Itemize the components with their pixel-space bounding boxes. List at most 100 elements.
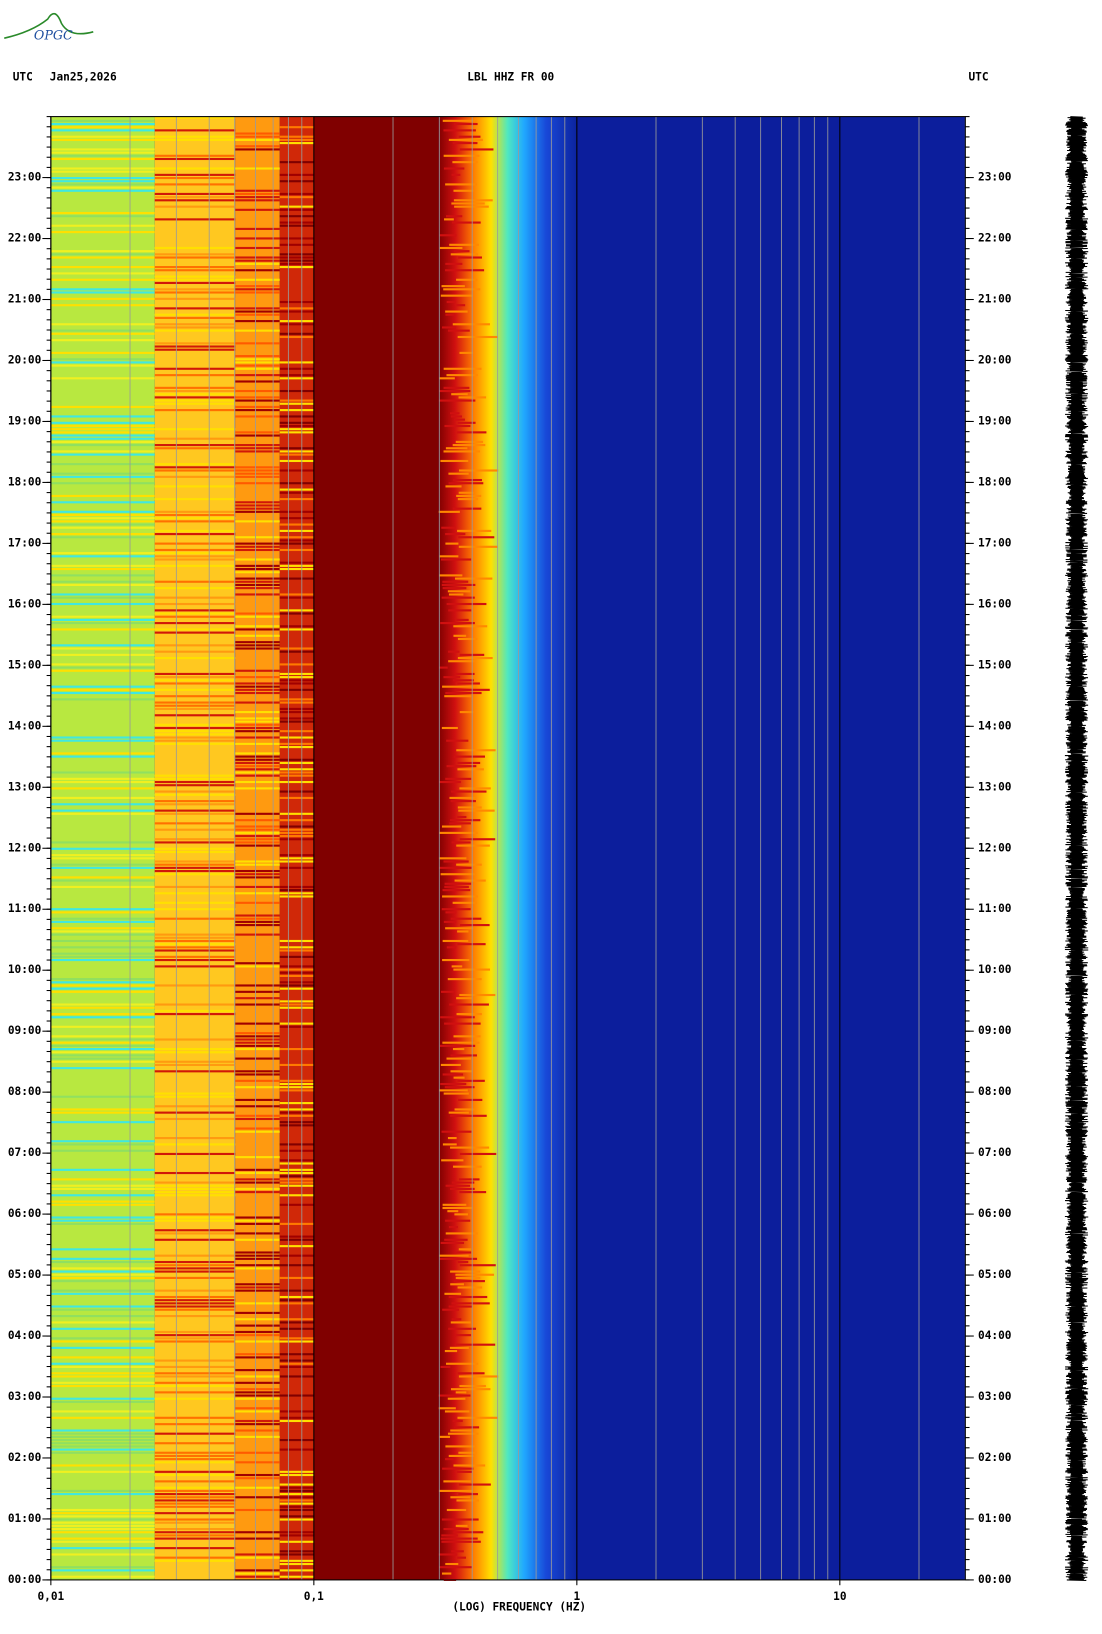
stripe xyxy=(154,704,236,707)
stripe xyxy=(154,291,236,294)
stripe xyxy=(50,520,155,523)
stripe xyxy=(154,936,236,939)
stripe xyxy=(50,278,155,281)
stripe xyxy=(50,126,155,129)
stripe xyxy=(235,1114,280,1117)
stripe xyxy=(154,596,236,599)
stripe xyxy=(154,348,236,351)
stripe xyxy=(154,297,236,300)
stripe xyxy=(154,485,236,488)
stripe xyxy=(50,812,155,815)
y-tick-label: 14:00 xyxy=(978,719,1012,732)
stripe xyxy=(453,1165,482,1168)
stripe xyxy=(235,1035,280,1038)
stripe xyxy=(154,892,236,895)
stripe xyxy=(235,1410,280,1413)
stripe xyxy=(279,1114,314,1117)
stripe xyxy=(457,768,484,771)
stripe xyxy=(279,625,314,628)
stripe xyxy=(154,517,236,520)
stripe xyxy=(154,1013,236,1016)
stripe xyxy=(443,450,481,453)
stripe xyxy=(459,1384,486,1388)
stripe xyxy=(235,329,280,332)
stripe xyxy=(279,628,314,631)
stripe xyxy=(235,262,280,265)
stripe xyxy=(154,1009,236,1012)
stripe xyxy=(50,180,155,183)
stripe xyxy=(445,262,463,265)
stripe xyxy=(459,993,496,997)
stripe xyxy=(154,313,236,316)
stripe xyxy=(279,707,314,710)
stripe xyxy=(445,310,468,313)
stripe xyxy=(441,526,456,529)
stripe xyxy=(50,803,155,806)
chart-title: LBL HHZ FR 00 xyxy=(467,70,554,83)
stripe xyxy=(279,974,314,978)
stripe xyxy=(235,472,280,475)
stripe xyxy=(452,161,478,164)
stripe xyxy=(154,176,236,180)
stripe xyxy=(458,1178,480,1181)
stripe xyxy=(235,138,280,141)
y-tick-label: 08:00 xyxy=(978,1085,1012,1098)
stripe xyxy=(154,676,236,679)
stripe xyxy=(440,1365,451,1368)
stripe xyxy=(235,920,280,923)
stripe xyxy=(50,167,155,170)
stripe xyxy=(50,1445,155,1448)
stripe xyxy=(154,1152,236,1156)
stripe xyxy=(50,796,155,799)
stripe xyxy=(447,1432,479,1435)
stripe xyxy=(441,825,462,828)
stripe xyxy=(154,475,236,478)
stripe xyxy=(279,866,314,869)
stripe xyxy=(456,863,482,866)
stripe xyxy=(50,1438,155,1442)
stripe xyxy=(235,819,280,822)
stripe xyxy=(154,157,236,161)
stripe xyxy=(442,326,456,329)
stripe xyxy=(450,1114,487,1117)
stripe xyxy=(154,1534,236,1537)
stripe xyxy=(50,857,155,860)
stripe xyxy=(50,1006,155,1009)
stripe xyxy=(279,542,314,545)
stripe xyxy=(50,323,155,326)
stripe xyxy=(448,660,475,663)
stripe xyxy=(445,215,463,218)
stripe xyxy=(235,208,280,211)
stripe xyxy=(279,428,314,431)
stripe xyxy=(455,1334,472,1337)
stripe xyxy=(50,618,155,621)
y-tick-label: 23:00 xyxy=(8,171,42,184)
stripe xyxy=(50,1518,155,1521)
stripe xyxy=(279,612,314,615)
stripe xyxy=(451,1181,475,1184)
stripe xyxy=(50,580,155,583)
stripe xyxy=(235,501,280,504)
stripe xyxy=(154,1229,236,1232)
stripe xyxy=(154,1454,236,1458)
x-tick-label: 1 xyxy=(573,1590,580,1603)
stripe xyxy=(50,1524,155,1527)
stripe xyxy=(279,949,314,952)
stripe xyxy=(235,1419,280,1423)
stripe xyxy=(279,402,314,405)
stripe xyxy=(439,377,455,380)
stripe xyxy=(154,1238,236,1241)
stripe xyxy=(444,885,469,888)
stripe xyxy=(154,192,236,196)
stripe xyxy=(154,1499,236,1502)
stripe xyxy=(235,876,280,879)
stripe xyxy=(235,548,280,552)
stripe xyxy=(279,389,314,393)
stripe xyxy=(445,927,474,930)
stripe xyxy=(279,939,314,943)
stripe xyxy=(453,189,474,192)
stripe xyxy=(50,1270,155,1273)
stripe xyxy=(438,1489,474,1492)
stripe xyxy=(279,1365,314,1368)
stripe xyxy=(154,917,236,920)
